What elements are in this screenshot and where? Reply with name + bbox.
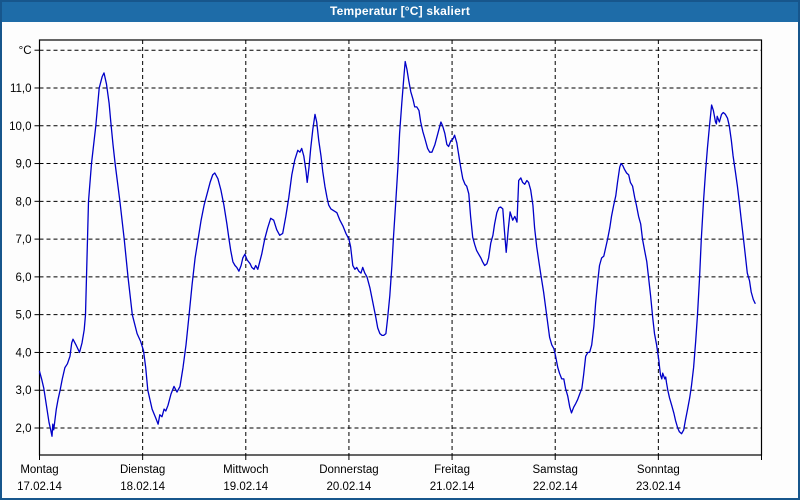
y-tick-label: 11,0 [10, 83, 32, 95]
x-day-weekday-label: Donnerstag [319, 464, 378, 476]
y-tick-label: 4,0 [16, 347, 32, 359]
x-day-date-label: 21.02.14 [430, 481, 475, 493]
window-title-bar: Temperatur [°C] skaliert [0, 0, 800, 22]
x-day-date-label: 23.02.14 [636, 481, 681, 493]
y-tick-label: 3,0 [16, 385, 32, 397]
y-tick-label: 7,0 [16, 234, 32, 246]
x-day-date-label: 18.02.14 [120, 481, 165, 493]
x-day-date-label: 19.02.14 [223, 481, 268, 493]
y-tick-label: 2,0 [16, 423, 32, 435]
y-tick-label: 5,0 [16, 310, 32, 322]
y-tick-label: 6,0 [16, 272, 32, 284]
x-day-weekday-label: Mittwoch [223, 464, 268, 476]
plot-border [38, 39, 763, 456]
x-day-weekday-label: Freitag [434, 464, 470, 476]
x-day-weekday-label: Sonntag [637, 464, 680, 476]
x-day-date-label: 20.02.14 [327, 481, 372, 493]
temperature-line [38, 60, 756, 437]
x-day-weekday-label: Samstag [533, 464, 578, 476]
x-day-date-label: 22.02.14 [533, 481, 578, 493]
y-tick-label: 9,0 [16, 159, 32, 171]
x-day-date-label: 17.02.14 [17, 481, 62, 493]
y-axis-unit-label: °C [19, 45, 32, 57]
window-title: Temperatur [°C] skaliert [329, 4, 471, 18]
x-day-weekday-label: Dienstag [120, 464, 165, 476]
y-tick-label: 8,0 [16, 196, 32, 208]
y-tick-label: 10,0 [9, 121, 31, 133]
x-day-weekday-label: Montag [20, 464, 58, 476]
